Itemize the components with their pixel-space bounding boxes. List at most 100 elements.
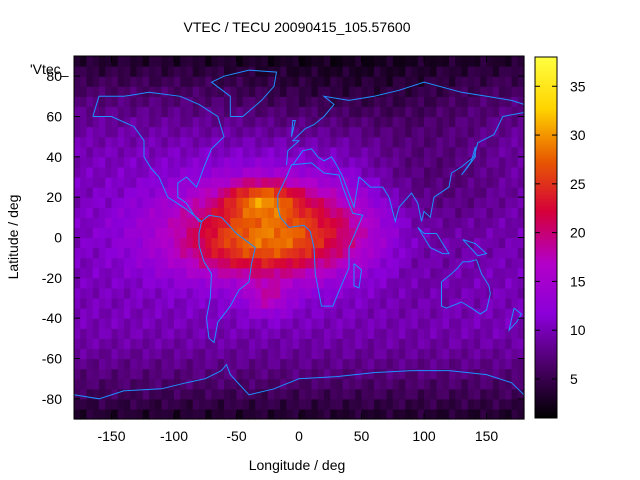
heatmap-cell [305,388,313,400]
heatmap-cell [105,197,113,208]
heatmap-cell [311,338,319,350]
heatmap-cell [430,116,438,128]
heatmap-cell [424,378,431,390]
coastline [92,91,225,222]
heatmap-cell [99,247,106,259]
heatmap-cell [511,156,519,168]
heatmap-cell [230,388,238,400]
heatmap-cell [117,348,125,360]
heatmap-cell [255,237,263,249]
heatmap-cell [505,267,513,279]
heatmap-cell [392,398,400,410]
heatmap-cell [174,247,181,259]
heatmap-cell [130,247,138,259]
y-tick-label: 20 [46,189,62,205]
heatmap-cell [186,287,194,299]
heatmap-cell [111,207,119,218]
heatmap-cell [136,76,144,87]
heatmap-cell [449,197,456,208]
heatmap-cell [311,166,319,178]
y-tick-label: 60 [46,109,62,125]
heatmap-cell [305,257,313,269]
heatmap-cell [411,318,419,329]
heatmap-cell [349,106,356,118]
heatmap-cell [336,287,344,299]
heatmap-cell [492,328,500,339]
heatmap-cell [224,187,231,198]
heatmap-cell [480,287,488,299]
heatmap-cell [86,227,94,239]
heatmap-cell [142,338,150,350]
heatmap-cell [249,187,256,198]
heatmap-cell [517,378,525,390]
heatmap-cell [161,368,169,380]
heatmap-cell [136,166,144,178]
heatmap-cell [311,106,319,118]
heatmap-cell [405,247,413,259]
heatmap-cell [455,328,463,339]
heatmap-cell [367,398,375,410]
heatmap-cell [161,298,169,309]
heatmap-cell [461,308,469,319]
heatmap-cell [449,287,456,299]
heatmap-cell [305,408,313,420]
heatmap-cell [355,358,363,370]
heatmap-cell [317,338,325,350]
heatmap-cell [199,207,206,218]
heatmap-cell [205,338,213,350]
heatmap-cell [305,318,313,329]
heatmap-cell [411,187,419,198]
heatmap-cell [342,66,350,77]
heatmap-cell [442,308,450,319]
heatmap-cell [517,96,525,108]
heatmap-cell [280,227,288,239]
heatmap-cell [286,177,294,188]
heatmap-cell [155,106,163,118]
heatmap-cell [317,156,325,168]
heatmap-cell [261,348,269,360]
heatmap-cell [130,378,138,390]
heatmap-cell [424,368,431,380]
heatmap-cell [180,166,188,178]
heatmap-cell [417,398,425,410]
heatmap-cell [386,348,394,360]
heatmap-cell [92,126,100,138]
heatmap-cell [99,277,106,289]
heatmap-cell [199,348,206,360]
heatmap-cell [199,358,206,370]
heatmap-cell [342,388,350,400]
heatmap-cell [199,227,206,239]
heatmap-cell [255,66,263,77]
heatmap-cell [186,156,194,168]
heatmap-cell [86,166,94,178]
heatmap-cell [249,318,256,329]
heatmap-cell [355,146,363,158]
heatmap-cell [155,267,163,279]
heatmap-cell [342,96,350,108]
heatmap-cell [430,156,438,168]
heatmap-cell [80,348,88,360]
heatmap-cell [99,298,106,309]
heatmap-cell [517,126,525,138]
heatmap-cell [449,156,456,168]
heatmap-cell [505,177,513,188]
heatmap-cell [374,267,381,279]
heatmap-cell [280,328,288,339]
heatmap-cell [311,318,319,329]
heatmap-cell [411,126,419,138]
heatmap-cell [492,287,500,299]
heatmap-cell [86,217,94,229]
heatmap-cell [186,187,194,198]
heatmap-cell [311,56,319,67]
heatmap-cell [255,247,263,259]
heatmap-cell [392,287,400,299]
heatmap-cell [349,86,356,97]
heatmap-cell [386,308,394,319]
heatmap-cell [324,217,331,229]
heatmap-cell [99,146,106,158]
heatmap-cell [330,116,338,128]
heatmap-cell [399,348,406,360]
heatmap-cell [349,76,356,87]
heatmap-cell [105,308,113,319]
heatmap-cell [267,348,275,360]
